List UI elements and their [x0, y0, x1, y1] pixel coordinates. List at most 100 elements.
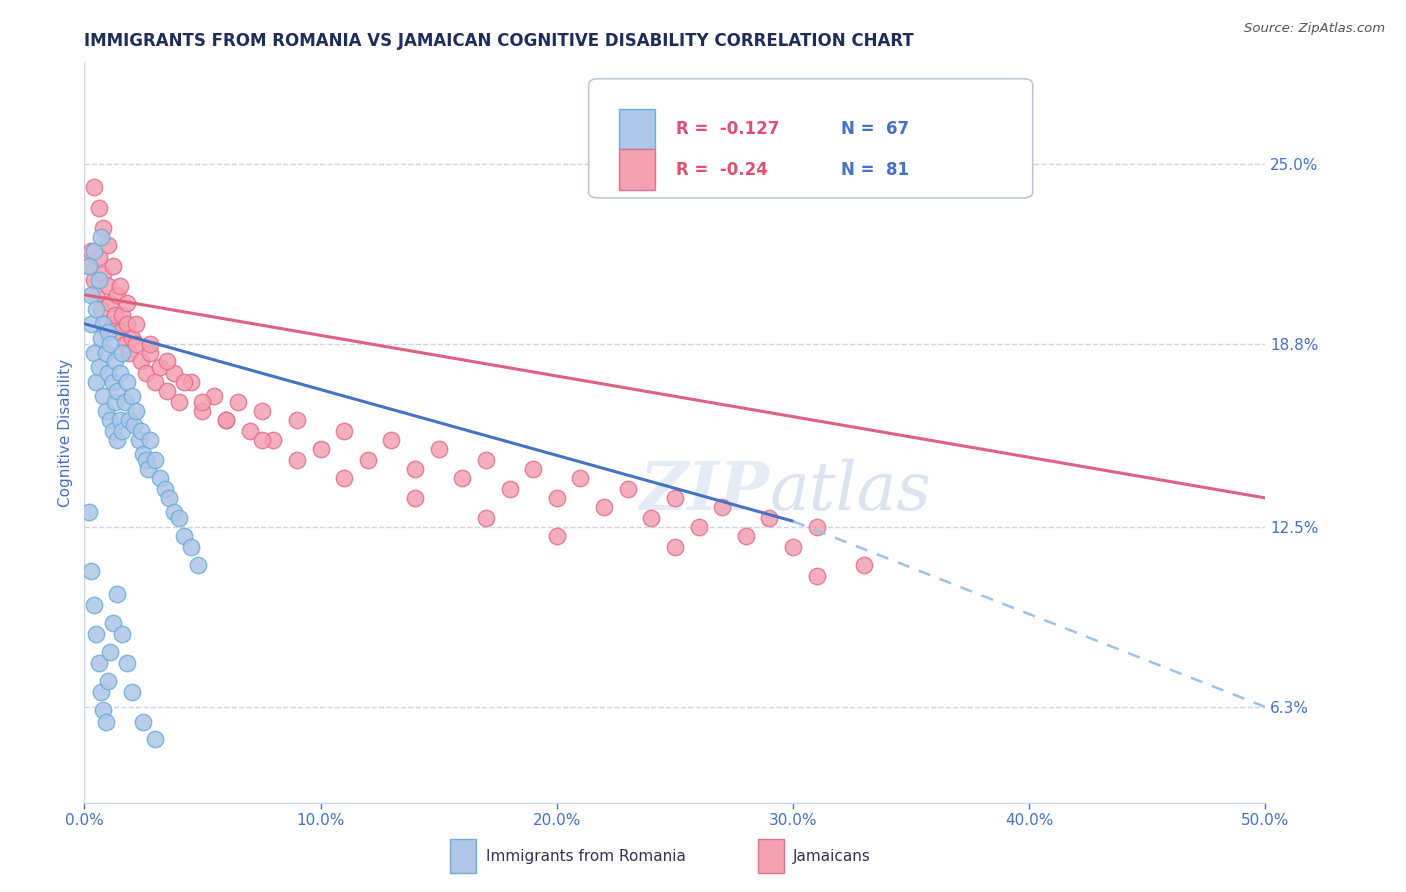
Point	[427, 442, 450, 456]
Point	[118, 345, 141, 359]
Point	[97, 673, 120, 688]
Point	[80, 317, 103, 331]
Point	[118, 412, 141, 426]
Point	[163, 366, 186, 380]
Point	[87, 360, 110, 375]
Point	[711, 500, 734, 514]
Point	[167, 511, 190, 525]
FancyBboxPatch shape	[589, 78, 1033, 198]
Point	[97, 279, 120, 293]
Text: N =  81: N = 81	[841, 161, 910, 178]
Point	[91, 268, 114, 282]
Point	[215, 412, 238, 426]
Point	[114, 395, 136, 409]
Point	[173, 529, 195, 543]
Point	[149, 470, 172, 484]
Point	[80, 244, 103, 259]
Point	[173, 375, 195, 389]
Point	[250, 433, 273, 447]
Point	[115, 375, 138, 389]
Point	[202, 389, 225, 403]
Point	[101, 615, 124, 630]
Point	[87, 201, 110, 215]
Point	[83, 244, 105, 259]
Point	[191, 404, 214, 418]
Point	[404, 491, 426, 505]
Text: R =  -0.127: R = -0.127	[676, 120, 779, 138]
Point	[616, 482, 638, 496]
Point	[94, 404, 117, 418]
Point	[128, 433, 150, 447]
Point	[191, 395, 214, 409]
Point	[104, 354, 127, 368]
Point	[153, 482, 176, 496]
Point	[333, 470, 356, 484]
Point	[852, 558, 875, 572]
Point	[285, 412, 308, 426]
Point	[758, 511, 780, 525]
Point	[80, 564, 103, 578]
Point	[135, 453, 157, 467]
Y-axis label: Cognitive Disability: Cognitive Disability	[58, 359, 73, 507]
Point	[111, 627, 134, 641]
Point	[125, 404, 148, 418]
Point	[125, 317, 148, 331]
Point	[101, 375, 124, 389]
Point	[125, 337, 148, 351]
Point	[90, 229, 112, 244]
Point	[187, 558, 209, 572]
Point	[451, 470, 474, 484]
Point	[143, 375, 166, 389]
Point	[84, 375, 107, 389]
Point	[77, 259, 100, 273]
Text: Source: ZipAtlas.com: Source: ZipAtlas.com	[1244, 22, 1385, 36]
Point	[129, 424, 152, 438]
Point	[115, 657, 138, 671]
Point	[91, 389, 114, 403]
Point	[101, 424, 124, 438]
Point	[139, 433, 162, 447]
Point	[640, 511, 662, 525]
Point	[180, 375, 202, 389]
Point	[77, 259, 100, 273]
Point	[84, 302, 107, 317]
Text: atlas: atlas	[769, 459, 931, 524]
Point	[83, 273, 105, 287]
Point	[215, 412, 238, 426]
Point	[132, 714, 155, 729]
Point	[664, 541, 686, 555]
Point	[98, 412, 121, 426]
Point	[163, 506, 186, 520]
Point	[108, 326, 131, 340]
Point	[108, 279, 131, 293]
Point	[121, 331, 143, 345]
Point	[156, 354, 179, 368]
Point	[135, 366, 157, 380]
Text: R =  -0.24: R = -0.24	[676, 161, 768, 178]
Point	[404, 462, 426, 476]
Point	[111, 308, 134, 322]
Point	[139, 345, 162, 359]
Point	[91, 221, 114, 235]
Point	[77, 506, 100, 520]
Point	[115, 296, 138, 310]
Point	[121, 389, 143, 403]
Point	[94, 345, 117, 359]
Point	[121, 685, 143, 699]
FancyBboxPatch shape	[620, 109, 655, 150]
Point	[107, 587, 129, 601]
Point	[806, 520, 828, 534]
Point	[782, 541, 804, 555]
Text: IMMIGRANTS FROM ROMANIA VS JAMAICAN COGNITIVE DISABILITY CORRELATION CHART: IMMIGRANTS FROM ROMANIA VS JAMAICAN COGN…	[84, 32, 914, 50]
Point	[101, 259, 124, 273]
Point	[734, 529, 756, 543]
Point	[546, 529, 568, 543]
Point	[87, 657, 110, 671]
FancyBboxPatch shape	[450, 839, 477, 872]
Point	[107, 433, 129, 447]
Point	[239, 424, 262, 438]
Point	[546, 491, 568, 505]
Text: Immigrants from Romania: Immigrants from Romania	[486, 848, 686, 863]
Point	[688, 520, 710, 534]
Point	[143, 731, 166, 746]
